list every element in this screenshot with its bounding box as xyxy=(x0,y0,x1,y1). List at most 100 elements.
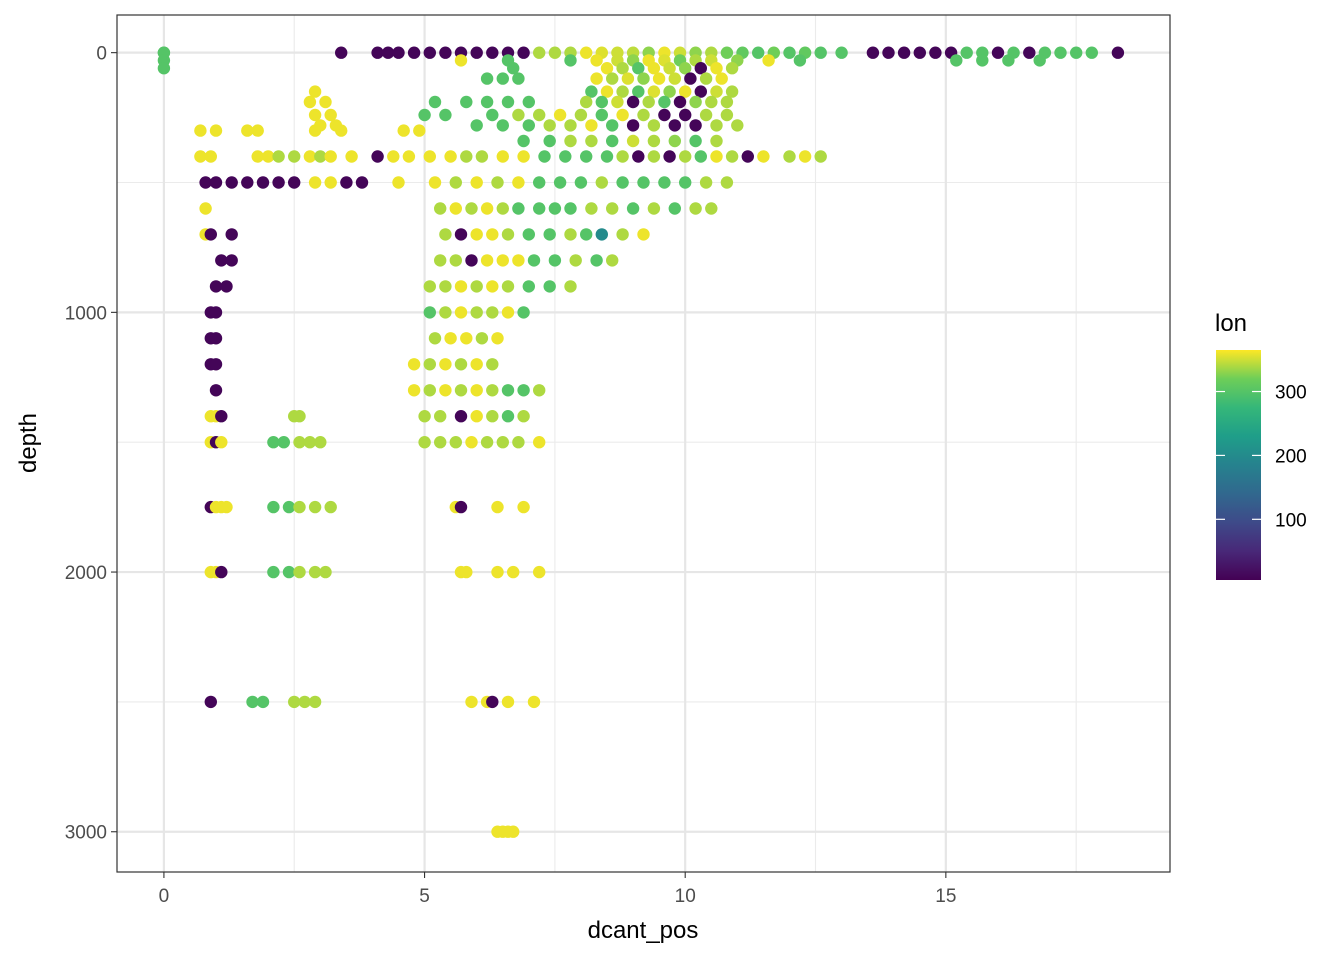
data-point xyxy=(465,254,478,267)
x-axis-title: dcant_pos xyxy=(588,917,699,944)
data-point xyxy=(512,202,525,215)
data-point xyxy=(720,95,734,109)
data-point xyxy=(288,176,301,189)
data-point xyxy=(486,108,499,122)
data-point xyxy=(454,280,468,293)
data-point xyxy=(491,500,504,514)
data-point xyxy=(626,134,640,148)
data-point xyxy=(590,254,603,267)
data-point xyxy=(585,119,598,132)
data-point xyxy=(600,85,614,98)
y-tick-label: 2000 xyxy=(65,563,107,584)
data-point xyxy=(595,95,608,109)
data-point xyxy=(215,254,228,267)
data-point xyxy=(731,119,744,132)
legend: lon 100 200 300 xyxy=(1215,310,1307,580)
data-point xyxy=(569,254,582,267)
data-point xyxy=(913,46,926,59)
data-point xyxy=(637,72,650,85)
data-point xyxy=(689,134,702,148)
data-point xyxy=(533,384,546,397)
data-point xyxy=(1070,46,1083,59)
data-point xyxy=(501,306,515,319)
data-point xyxy=(783,46,796,59)
x-tick-label: 5 xyxy=(419,886,430,907)
data-point xyxy=(606,254,619,267)
data-point xyxy=(564,202,577,215)
legend-ticks: 100 200 300 xyxy=(1216,383,1307,531)
data-point xyxy=(1002,54,1015,67)
data-point xyxy=(616,85,629,98)
legend-tick-label: 200 xyxy=(1275,446,1307,467)
data-point xyxy=(710,150,723,163)
data-point xyxy=(710,85,723,98)
data-point xyxy=(668,72,681,85)
data-point xyxy=(580,228,593,241)
data-point xyxy=(308,500,322,514)
data-point xyxy=(444,332,457,345)
data-point xyxy=(580,150,593,163)
data-point xyxy=(668,202,681,215)
legend-tick-label: 300 xyxy=(1275,383,1307,404)
data-point xyxy=(439,108,452,122)
data-point xyxy=(397,124,410,137)
data-point xyxy=(512,108,525,122)
data-point xyxy=(215,565,228,579)
data-point xyxy=(741,150,754,163)
data-point xyxy=(439,46,452,59)
data-point xyxy=(507,825,520,838)
data-point xyxy=(460,95,473,109)
data-point xyxy=(470,176,483,189)
data-point xyxy=(293,565,306,579)
data-point xyxy=(725,85,739,98)
data-point xyxy=(449,202,462,215)
data-point xyxy=(585,134,598,148)
data-point xyxy=(647,85,661,98)
data-point xyxy=(470,119,483,132)
data-point xyxy=(501,95,515,109)
data-point xyxy=(642,95,655,109)
data-point xyxy=(209,358,223,371)
data-point xyxy=(423,46,436,59)
data-point xyxy=(595,176,608,189)
data-point xyxy=(710,119,723,132)
data-point xyxy=(976,54,989,67)
data-point xyxy=(496,436,509,449)
data-point xyxy=(480,72,494,85)
data-point xyxy=(960,46,973,59)
data-point xyxy=(590,54,603,67)
data-point xyxy=(215,410,228,423)
data-point xyxy=(293,500,306,514)
data-point xyxy=(632,61,645,75)
data-point xyxy=(418,108,431,122)
data-point xyxy=(256,176,270,189)
data-point xyxy=(486,695,499,709)
data-point xyxy=(684,72,697,85)
data-point xyxy=(423,384,436,397)
data-point xyxy=(866,46,880,59)
data-point xyxy=(637,176,650,189)
data-point xyxy=(387,150,400,163)
data-point xyxy=(548,46,562,59)
data-point xyxy=(324,108,337,122)
data-point xyxy=(679,176,692,189)
data-point xyxy=(454,54,468,67)
data-point xyxy=(335,124,348,137)
data-point xyxy=(548,254,562,267)
data-point xyxy=(512,436,525,449)
data-point xyxy=(220,500,233,514)
data-point xyxy=(663,85,676,98)
data-point xyxy=(335,46,348,59)
data-point xyxy=(616,150,629,163)
data-point xyxy=(475,332,489,345)
data-point xyxy=(293,410,306,423)
data-point xyxy=(381,46,395,59)
data-point xyxy=(564,280,577,293)
data-point xyxy=(314,150,327,163)
data-point xyxy=(355,176,369,189)
data-point xyxy=(501,410,515,423)
data-point xyxy=(454,228,468,241)
data-point xyxy=(793,54,807,67)
data-point xyxy=(658,176,671,189)
